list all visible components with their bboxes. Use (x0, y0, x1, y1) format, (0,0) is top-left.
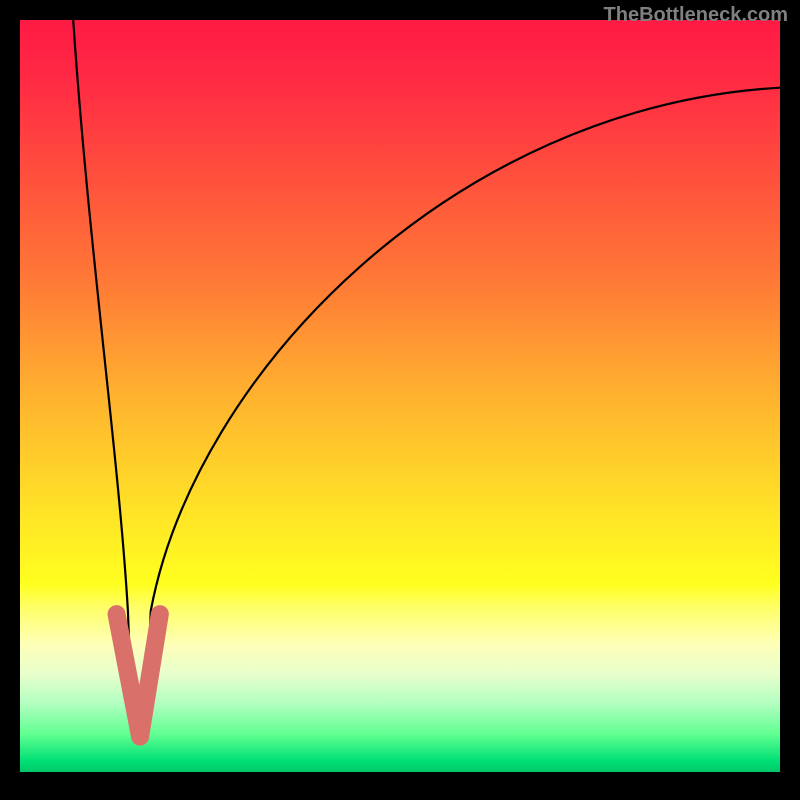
bottleneck-chart (0, 0, 800, 800)
chart-container: TheBottleneck.com (0, 0, 800, 800)
